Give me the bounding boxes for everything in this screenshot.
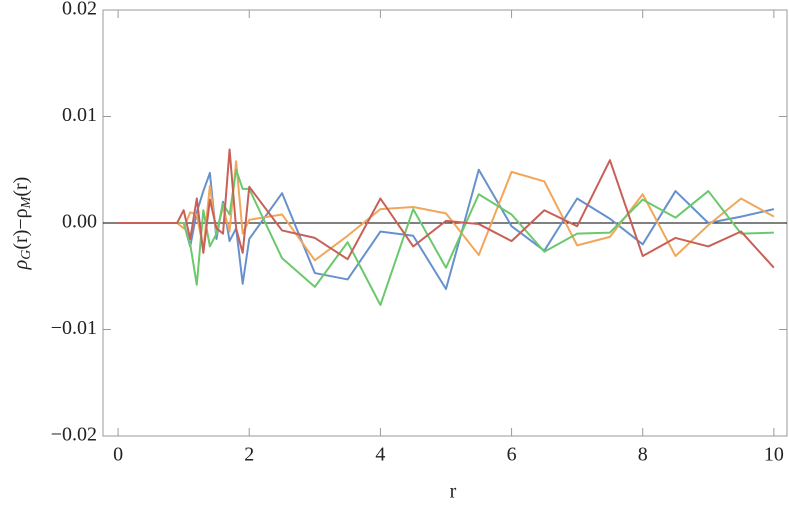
y-tick-label: 0.00 (62, 211, 97, 233)
x-axis-label: r (450, 481, 457, 503)
series-line (118, 168, 774, 307)
x-tick-label: 4 (375, 444, 385, 466)
x-tick-label: 8 (638, 444, 648, 466)
y-tick-label: 0.02 (62, 0, 97, 20)
series-line (118, 168, 775, 291)
y-tick-label: −0.02 (51, 424, 97, 446)
x-tick-label: 6 (507, 444, 517, 466)
series-line (118, 160, 775, 262)
y-tick-label: 0.01 (62, 104, 97, 126)
y-label-part: (r) (10, 177, 32, 197)
x-tick-label: 0 (113, 444, 123, 466)
y-axis-label: ρG(r)−ρM(r) (10, 177, 35, 271)
y-label-part: (r)−ρ (10, 208, 32, 249)
series-line (118, 148, 775, 269)
x-tick-label: 10 (764, 444, 784, 466)
y-label-part: ρ (10, 260, 32, 271)
y-label-part: M (19, 195, 34, 209)
y-label-part: G (19, 250, 34, 260)
y-tick-label: −0.01 (51, 317, 97, 339)
x-tick-label: 2 (244, 444, 254, 466)
